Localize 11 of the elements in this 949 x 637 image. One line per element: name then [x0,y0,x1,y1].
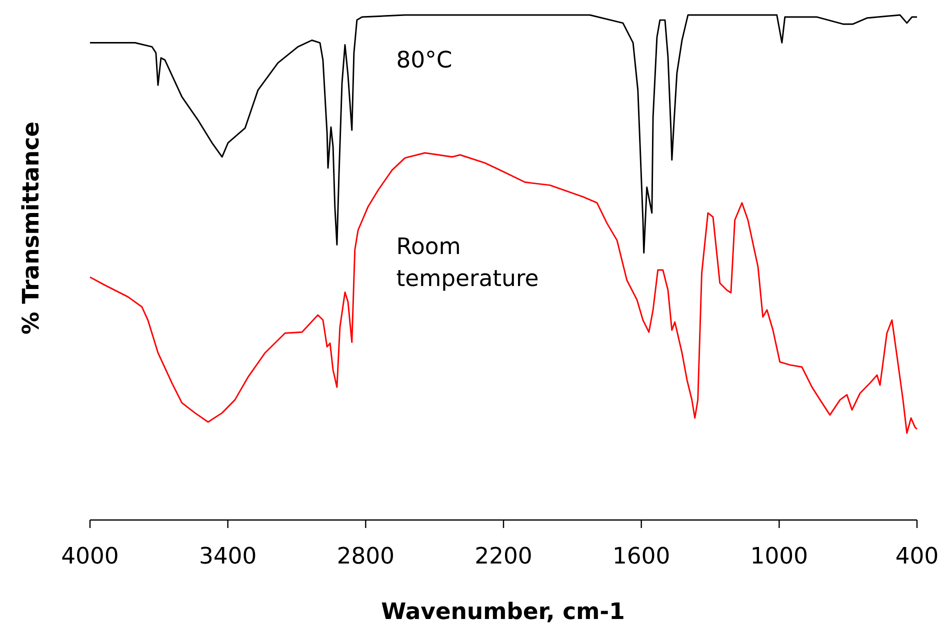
series-label: Room temperature [396,237,538,291]
x-axis-title: Wavenumber, cm-1 [382,602,624,622]
y-axis-title: % Transmittance [21,122,39,334]
x-tick-label: 2800 [338,546,393,564]
series-label: 80°C [398,50,452,68]
x-tick-label: 1600 [614,546,669,564]
x-tick-label: 400 [896,546,938,564]
x-tick-label: 3400 [200,546,256,564]
x-tick-label: 2200 [476,546,531,564]
x-tick-label: 1000 [752,546,806,564]
x-tick-label: 4000 [62,546,118,564]
